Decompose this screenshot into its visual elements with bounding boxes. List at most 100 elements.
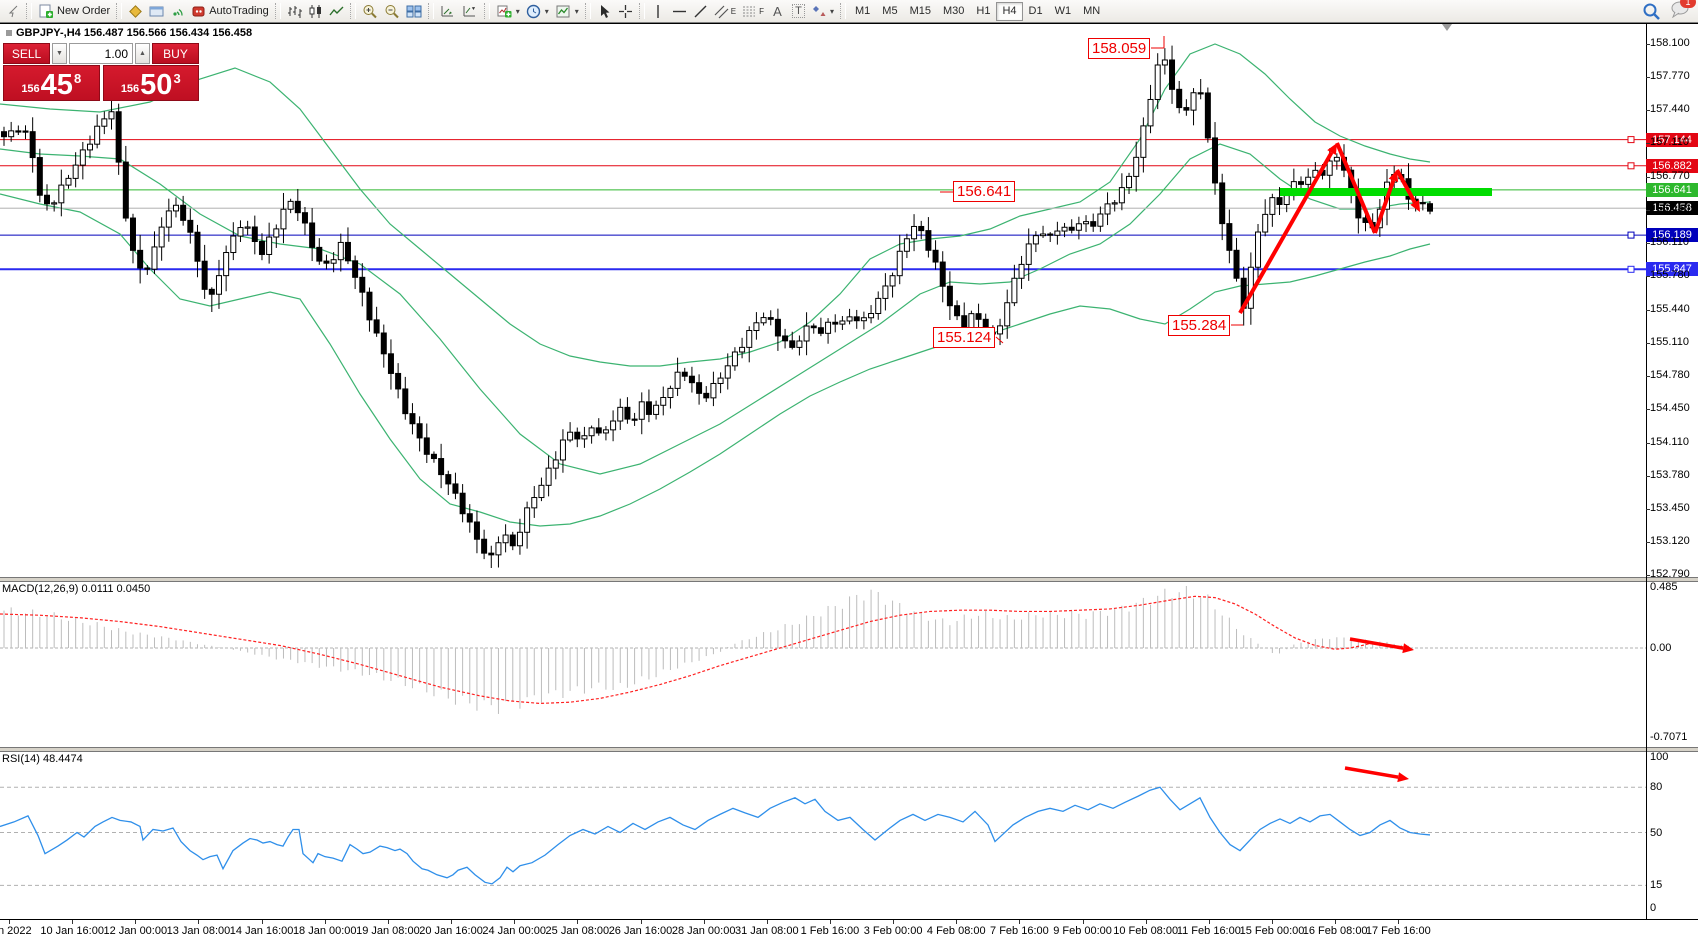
zigzag-annotation[interactable] (1395, 169, 1417, 204)
bar-chart-button[interactable] (284, 2, 305, 21)
toolbar-grip (483, 3, 490, 19)
shapes-dropdown[interactable]: ▾ (809, 2, 837, 21)
search-icon[interactable] (1642, 2, 1662, 21)
auto-scroll-button[interactable] (437, 2, 459, 21)
candle-body (975, 313, 982, 320)
candle-body (968, 313, 975, 330)
line-chart-button[interactable] (326, 2, 347, 21)
templates-dropdown[interactable]: ▾ (552, 2, 582, 21)
vertical-line-tool[interactable] (648, 2, 669, 21)
horizontal-line-tool[interactable] (669, 2, 690, 21)
buy-button[interactable]: BUY (152, 43, 199, 64)
zoom-in-button[interactable] (359, 2, 381, 21)
chart-shift-button[interactable] (459, 2, 481, 21)
trendline-tool[interactable] (690, 2, 711, 21)
macd-signal-line[interactable] (0, 595, 1376, 705)
panel-separator[interactable] (0, 578, 1698, 581)
candle-body (825, 321, 832, 334)
hline-handle[interactable] (1627, 265, 1635, 273)
candle-body (946, 285, 953, 307)
candle-body (1212, 137, 1219, 184)
hline-handle[interactable] (1627, 136, 1635, 144)
profiles-button[interactable] (146, 2, 167, 21)
tile-windows-button[interactable] (403, 2, 425, 21)
candle-body (72, 164, 79, 179)
volume-input[interactable]: 1.00 (69, 43, 133, 64)
timeframe-h1[interactable]: H1 (976, 5, 991, 17)
timeframe-d1[interactable]: D1 (1028, 5, 1043, 17)
timeframe-m30[interactable]: M30 (942, 5, 965, 17)
macd-arrow-annotation[interactable] (1349, 637, 1404, 650)
rsi-line[interactable] (0, 786, 1431, 885)
timeframe-h4[interactable]: H4 (996, 1, 1023, 21)
candle-body (918, 225, 925, 232)
timeframe-m1[interactable]: M1 (855, 5, 871, 17)
candle-body (1133, 156, 1140, 177)
styler-button[interactable] (125, 2, 146, 21)
macd-arrow-annotation-head (1402, 643, 1414, 654)
ask-main: 50 (140, 69, 173, 101)
autotrading-icon (192, 6, 205, 16)
candle-body (624, 406, 631, 420)
candle-body (760, 317, 767, 324)
indicators-dropdown[interactable]: ▾ (493, 2, 523, 21)
one-click-trading-panel: SELL ▼ 1.00 ▲ BUY 156 45 8 156 50 3 (3, 43, 199, 101)
zigzag-annotation-head (1388, 170, 1399, 183)
cursor-tool-button[interactable] (594, 2, 615, 21)
candle-body (1176, 88, 1183, 109)
zigzag-annotation[interactable] (1335, 142, 1377, 234)
bid-price-box[interactable]: 156 45 8 (3, 65, 100, 101)
text-tool[interactable]: A (767, 2, 788, 21)
panel-separator[interactable] (0, 748, 1698, 751)
callout-connector (995, 336, 1004, 344)
new-order-button[interactable]: New Order (35, 2, 113, 21)
periods-dropdown[interactable]: ▾ (523, 2, 552, 21)
bollinger-upper-band[interactable] (0, 43, 1431, 367)
cursor-icon (600, 4, 610, 18)
label-tool[interactable]: T (788, 2, 809, 21)
chat-button[interactable]: 1 (1670, 0, 1696, 23)
hline-handle[interactable] (1627, 231, 1635, 239)
candle-body (1040, 233, 1047, 237)
bollinger-lower-band[interactable] (0, 193, 1431, 527)
candle-body (1118, 187, 1125, 204)
notification-badge: 1 (1680, 0, 1696, 8)
sell-button[interactable]: SELL (3, 43, 50, 64)
candle-body (237, 227, 244, 237)
rsi-arrow-annotation[interactable] (1344, 766, 1399, 779)
candle-body (36, 157, 43, 196)
zigzag-annotation[interactable] (1373, 179, 1396, 234)
crosshair-tool-button[interactable] (615, 2, 636, 21)
candle-body (258, 241, 265, 255)
candlestick-chart-button[interactable] (305, 2, 326, 21)
label-tool-icon: T (792, 4, 805, 18)
autotrading-button[interactable]: AutoTrading (188, 2, 272, 21)
fibonacci-tool[interactable]: F (739, 2, 767, 21)
timeframe-m5[interactable]: M5 (882, 5, 898, 17)
green-resistance-zone[interactable] (1280, 188, 1492, 196)
zigzag-annotation[interactable] (1238, 151, 1334, 314)
rsi-label: RSI(14) 48.4474 (2, 753, 83, 765)
candle-body (1083, 221, 1090, 225)
candle-body (860, 317, 867, 322)
zoom-out-button[interactable] (381, 2, 403, 21)
volume-increase-button[interactable]: ▲ (135, 43, 150, 64)
candle-body (223, 252, 230, 277)
candle-body (817, 327, 824, 334)
volume-decrease-button[interactable]: ▼ (52, 43, 67, 64)
timeframe-group: M1 M5 M15 M30 H1 H4 D1 W1 MN (849, 1, 1106, 21)
timeframe-m15[interactable]: M15 (909, 5, 931, 17)
timeframe-w1[interactable]: W1 (1054, 5, 1072, 17)
timeframe-mn[interactable]: MN (1083, 5, 1101, 17)
candle-body (559, 439, 566, 461)
channel-tool[interactable]: E (711, 2, 739, 21)
rsi-arrow-annotation-head (1397, 772, 1409, 783)
hline-handle[interactable] (1627, 162, 1635, 170)
signals-button[interactable] (167, 2, 188, 21)
candle-body (79, 149, 86, 166)
candle-body (337, 241, 344, 261)
symbol-ohlc-line: GBPJPY-,H4 156.487 156.566 156.434 156.4… (6, 27, 252, 39)
ask-price-box[interactable]: 156 50 3 (102, 65, 199, 101)
candle-body (667, 387, 674, 399)
